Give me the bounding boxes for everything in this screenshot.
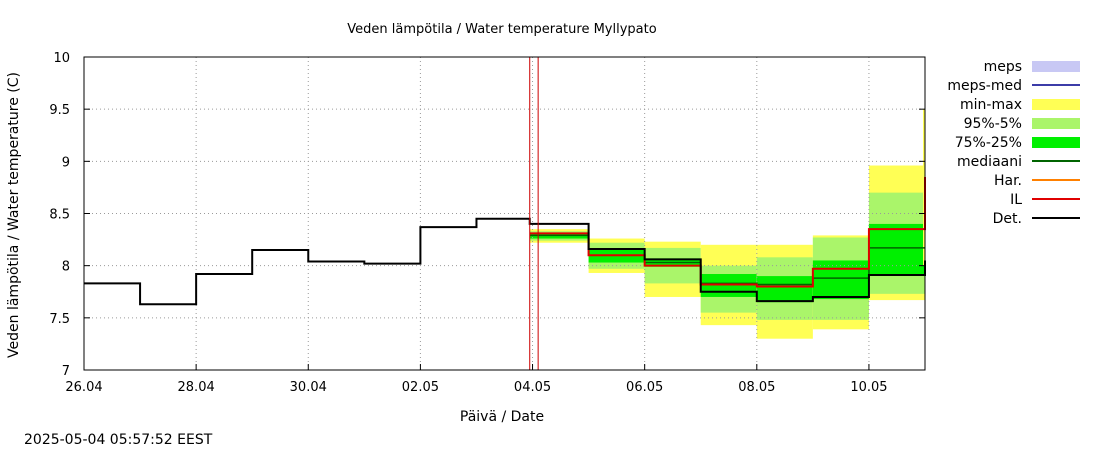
legend-label-minmax: min-max: [960, 97, 1022, 113]
legend: meps meps-med min-max 95%-5% 75%-25% mediaani…: [947, 59, 1080, 227]
legend-label-meps: meps: [984, 59, 1022, 75]
y-tick-label-0: 7: [62, 364, 70, 379]
legend-label-il: IL: [1010, 192, 1022, 208]
band-p75_25-4: [756, 276, 813, 303]
x-tick-label-2: 30.04: [290, 380, 327, 395]
x-tick-label-7: 10.05: [850, 380, 887, 395]
legend-label-median: mediaani: [957, 154, 1022, 170]
legend-label-meps_med: meps-med: [947, 78, 1022, 94]
legend-label-har: Har.: [994, 173, 1022, 189]
x-tick-label-6: 08.05: [738, 380, 775, 395]
y-tick-label-4: 9: [62, 155, 70, 170]
x-tick-label-1: 28.04: [178, 380, 215, 395]
y-tick-label-6: 10: [53, 51, 70, 66]
y-tick-label-2: 8: [62, 260, 70, 275]
x-tick-label-4: 04.05: [514, 380, 551, 395]
series-lines: [84, 57, 926, 370]
band-p75_25-6: [868, 223, 925, 275]
y-tick-label-3: 8.5: [49, 208, 70, 223]
legend-swatch-p95_5: [1032, 118, 1080, 129]
x-tick-label-5: 06.05: [626, 380, 663, 395]
legend-swatch-p75_25: [1032, 137, 1080, 148]
y-axis-label: Veden lämpötila / Water temperature (C): [6, 72, 22, 358]
x-axis-label: Päivä / Date: [460, 409, 544, 425]
plot-grid: [84, 57, 925, 370]
chart-title: Veden lämpötila / Water temperature Myll…: [347, 22, 656, 37]
forecast-bands: [529, 109, 925, 339]
legend-label-p95_5: 95%-5%: [964, 116, 1022, 132]
legend-label-p75_25: 75%-25%: [955, 135, 1022, 151]
timestamp: 2025-05-04 05:57:52 EEST: [24, 432, 213, 448]
band-p75_25-5: [812, 260, 869, 300]
x-axis-ticks: 26.04 28.04 30.04 02.05 04.05 06.05 08.05 10.05: [65, 364, 888, 395]
band-p75_25-3: [700, 274, 757, 297]
legend-label-det: Det.: [993, 211, 1022, 227]
x-tick-label-0: 26.04: [65, 380, 102, 395]
series-il-line: [529, 176, 926, 288]
y-tick-label-5: 9.5: [49, 103, 70, 118]
legend-swatch-meps: [1032, 61, 1080, 72]
legend-swatch-minmax: [1032, 99, 1080, 110]
y-tick-label-1: 7.5: [49, 312, 70, 327]
x-tick-label-3: 02.05: [402, 380, 439, 395]
y-axis-ticks: 7 7.5 8 8.5 9 9.5 10: [49, 51, 925, 379]
